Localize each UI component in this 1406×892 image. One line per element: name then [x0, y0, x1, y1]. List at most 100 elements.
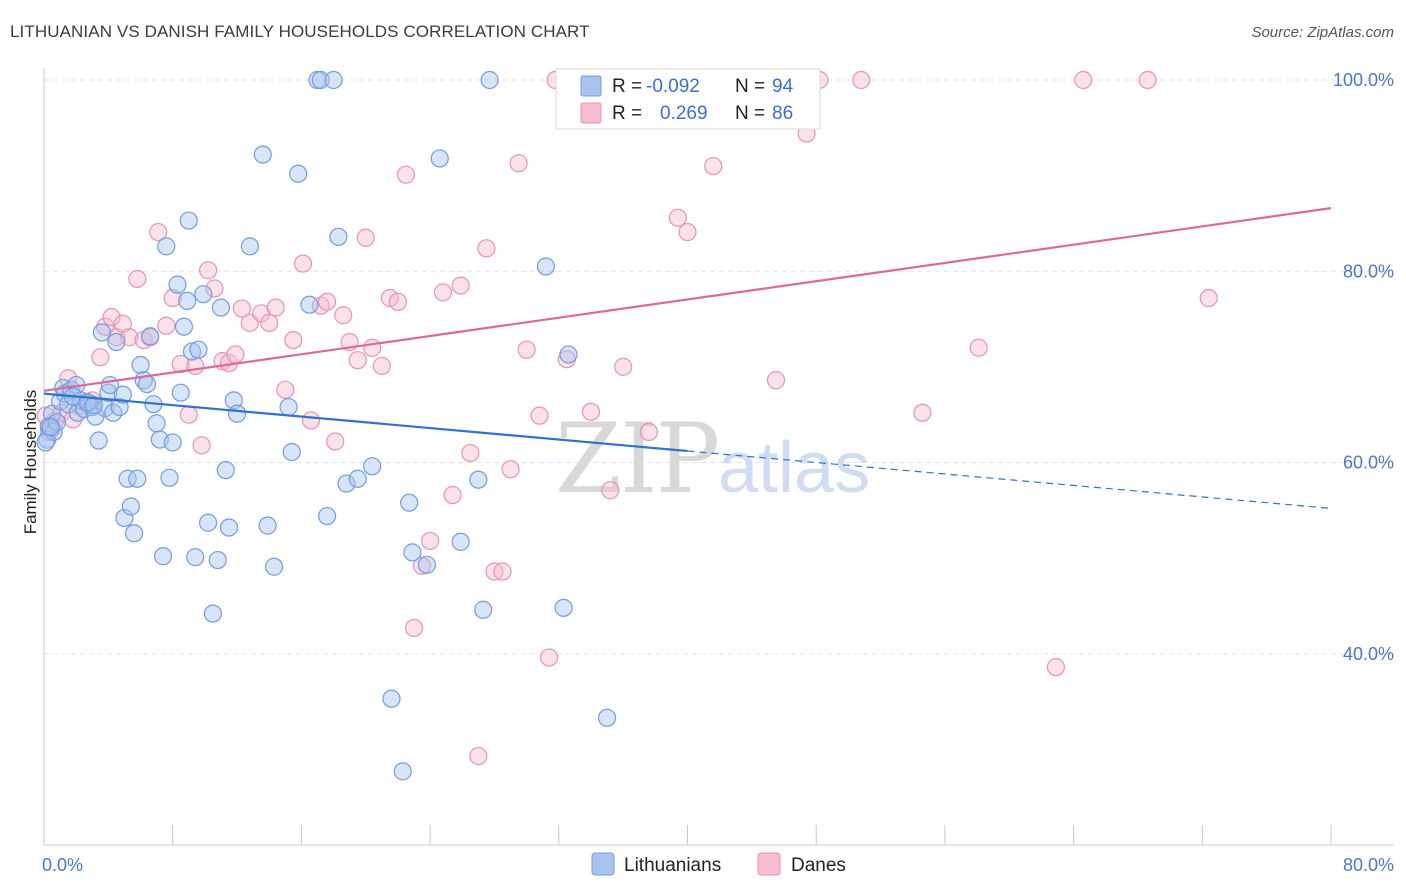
chart-title: LITHUANIAN VS DANISH FAMILY HOUSEHOLDS C… [10, 22, 590, 41]
lithuanians-point [141, 327, 160, 346]
lithuanians-point [99, 383, 118, 402]
lithuanians-point [382, 689, 401, 708]
danes-point [318, 292, 337, 311]
danes-point [96, 317, 115, 336]
tick-labels: 40.0% 60.0% 80.0% 100.0% 0.0% 80.0% [42, 70, 1394, 875]
danes-point [226, 345, 245, 364]
lithuanians-point [147, 414, 166, 433]
y-tick-label: 80.0% [1343, 261, 1394, 281]
lithuanians-point [597, 708, 617, 727]
lithuanians-point [171, 383, 190, 402]
correlation-legend: R = -0.092 N = 94 R = 0.269 N = 86 [555, 68, 821, 130]
bottom-legend-swatch-lithuanians [591, 852, 615, 876]
y-tick-label: 40.0% [1343, 644, 1394, 664]
lithuanians-point [216, 461, 235, 480]
grid-lines [44, 79, 1394, 655]
danes-point [433, 283, 453, 302]
danes-point [348, 351, 367, 370]
danes-point [276, 380, 295, 399]
danes-point [205, 279, 224, 298]
lithuanians-point [554, 598, 573, 617]
lithuanians-point [536, 257, 556, 276]
legend-n-label-lithuanians: N = [735, 76, 765, 97]
lithuanians-point [474, 600, 493, 619]
bottom-legend-swatch-danes [757, 852, 781, 876]
watermark-zip: ZIP [555, 403, 718, 515]
lithuanians-point [157, 237, 176, 256]
lithuanians-point [153, 547, 173, 566]
legend-swatch-lithuanians [580, 75, 602, 97]
danes-point [232, 299, 251, 318]
danes-point [969, 338, 988, 357]
lithuanians-point [113, 385, 132, 404]
danes-point [260, 313, 279, 332]
lithuanians-point [224, 391, 243, 410]
lithuanians-point [194, 285, 213, 304]
lithuanians-point [329, 227, 348, 246]
bottom-legend-danes: Danes [791, 855, 846, 876]
danes-point [852, 70, 871, 90]
lithuanians-point [348, 469, 367, 488]
lithuanians-point [179, 211, 198, 230]
danes-point [1046, 658, 1066, 677]
legend-r-label-danes: R = [612, 103, 642, 124]
danes-point [517, 340, 536, 359]
danes-point [198, 261, 218, 280]
y-tick-label: 60.0% [1343, 453, 1394, 473]
lithuanians-point [311, 70, 330, 90]
danes-point [913, 403, 932, 422]
lithuanians-point [403, 543, 422, 562]
y-axis-label: Family Households [21, 390, 40, 535]
x-tick-label: 80.0% [1343, 855, 1394, 875]
lithuanians-point [227, 404, 247, 423]
danes-point [477, 239, 496, 258]
danes-point [1074, 70, 1093, 90]
watermark-atlas: atlas [718, 428, 870, 508]
danes-point [356, 228, 375, 247]
danes-point [461, 443, 480, 463]
legend-n-label-danes: N = [735, 103, 765, 124]
danes-point [1138, 70, 1157, 90]
x-tick-label: 0.0% [42, 855, 83, 875]
danes-point [404, 618, 424, 638]
danes-point [639, 422, 658, 441]
danes-point [501, 460, 520, 479]
lithuanians-point [92, 323, 112, 342]
lithuanians-point [186, 548, 205, 567]
lithuanians-point [253, 145, 272, 164]
lithuanians-point [211, 298, 231, 317]
lithuanians-point [168, 275, 187, 294]
danes-point [421, 531, 440, 551]
danes-point [581, 402, 601, 421]
danes-point [443, 485, 462, 505]
lithuanians-point [451, 532, 470, 551]
lithuanians-point [182, 342, 202, 361]
danes-point [1199, 288, 1218, 308]
danes-point [179, 405, 198, 424]
lithuanians-point [128, 469, 147, 488]
lithuanians-point [107, 332, 126, 352]
lithuanians-point [41, 418, 60, 437]
lithuanians-point [318, 506, 337, 526]
legend-swatch-danes [580, 102, 602, 124]
lithuanians-point [121, 497, 140, 516]
danes-point [601, 481, 620, 500]
danes-point [128, 269, 147, 288]
danes-point [157, 316, 176, 335]
y-tick-label: 100.0% [1333, 70, 1394, 90]
bottom-legend-lithuanians: Lithuanians [624, 855, 721, 876]
lithuanians-point [189, 340, 208, 359]
watermark: ZIP atlas [555, 403, 870, 515]
lithuanians-point [160, 468, 179, 487]
lithuanians-point [240, 237, 260, 256]
danes-point [192, 436, 211, 455]
lithuanians-point [480, 70, 499, 90]
lithuanians-point [219, 518, 239, 537]
lithuanians-point [174, 317, 194, 336]
lithuanians-point [137, 374, 157, 394]
danes-point [469, 746, 488, 766]
series-legend: Lithuanians Danes [591, 852, 846, 876]
lithuanians-point [89, 431, 108, 450]
danes-point [293, 254, 313, 273]
lithuanians-point [118, 469, 137, 488]
